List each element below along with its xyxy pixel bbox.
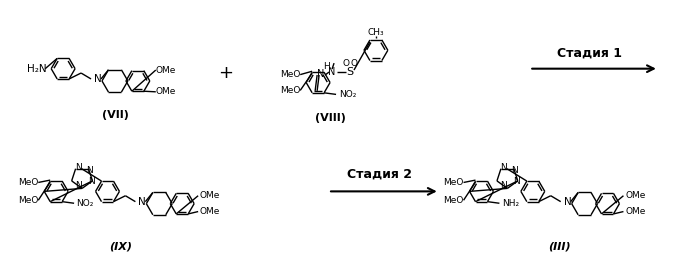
- Text: N: N: [500, 181, 507, 190]
- Text: Стадия 2: Стадия 2: [347, 167, 412, 180]
- Text: N: N: [511, 166, 518, 175]
- Text: MeO: MeO: [280, 70, 300, 79]
- Text: NH₂: NH₂: [502, 199, 519, 208]
- Text: +: +: [218, 64, 233, 82]
- Text: OMe: OMe: [625, 207, 645, 216]
- Text: Стадия 1: Стадия 1: [556, 46, 622, 59]
- Text: MeO: MeO: [443, 196, 464, 205]
- Text: MeO: MeO: [18, 196, 38, 205]
- Text: N: N: [94, 74, 102, 84]
- Text: OMe: OMe: [200, 191, 220, 200]
- Text: (VII): (VII): [102, 110, 130, 120]
- Text: (IX): (IX): [109, 242, 132, 252]
- Text: CH₃: CH₃: [368, 28, 384, 37]
- Text: MeO: MeO: [443, 178, 464, 187]
- Text: N: N: [75, 163, 81, 172]
- Text: H₂N: H₂N: [27, 64, 47, 74]
- Text: O: O: [342, 59, 349, 68]
- Text: N: N: [564, 197, 571, 207]
- Text: (III): (III): [548, 242, 570, 252]
- Text: NO₂: NO₂: [76, 199, 94, 208]
- Text: H: H: [323, 61, 330, 70]
- Text: OMe: OMe: [200, 207, 220, 216]
- Text: (VIII): (VIII): [314, 113, 346, 123]
- Text: NO₂: NO₂: [340, 90, 357, 99]
- Text: OMe: OMe: [155, 65, 176, 74]
- Text: N: N: [328, 67, 336, 77]
- Text: N: N: [317, 69, 325, 79]
- Text: N: N: [513, 177, 519, 186]
- Text: O: O: [351, 59, 358, 68]
- Text: S: S: [346, 67, 354, 77]
- Text: OMe: OMe: [625, 191, 645, 200]
- Text: N: N: [88, 177, 94, 186]
- Text: N: N: [139, 197, 146, 207]
- Text: MeO: MeO: [280, 86, 300, 95]
- Text: MeO: MeO: [18, 178, 38, 187]
- Text: N: N: [75, 181, 81, 190]
- Text: N: N: [85, 166, 92, 175]
- Text: N: N: [500, 163, 507, 172]
- Text: OMe: OMe: [155, 87, 176, 96]
